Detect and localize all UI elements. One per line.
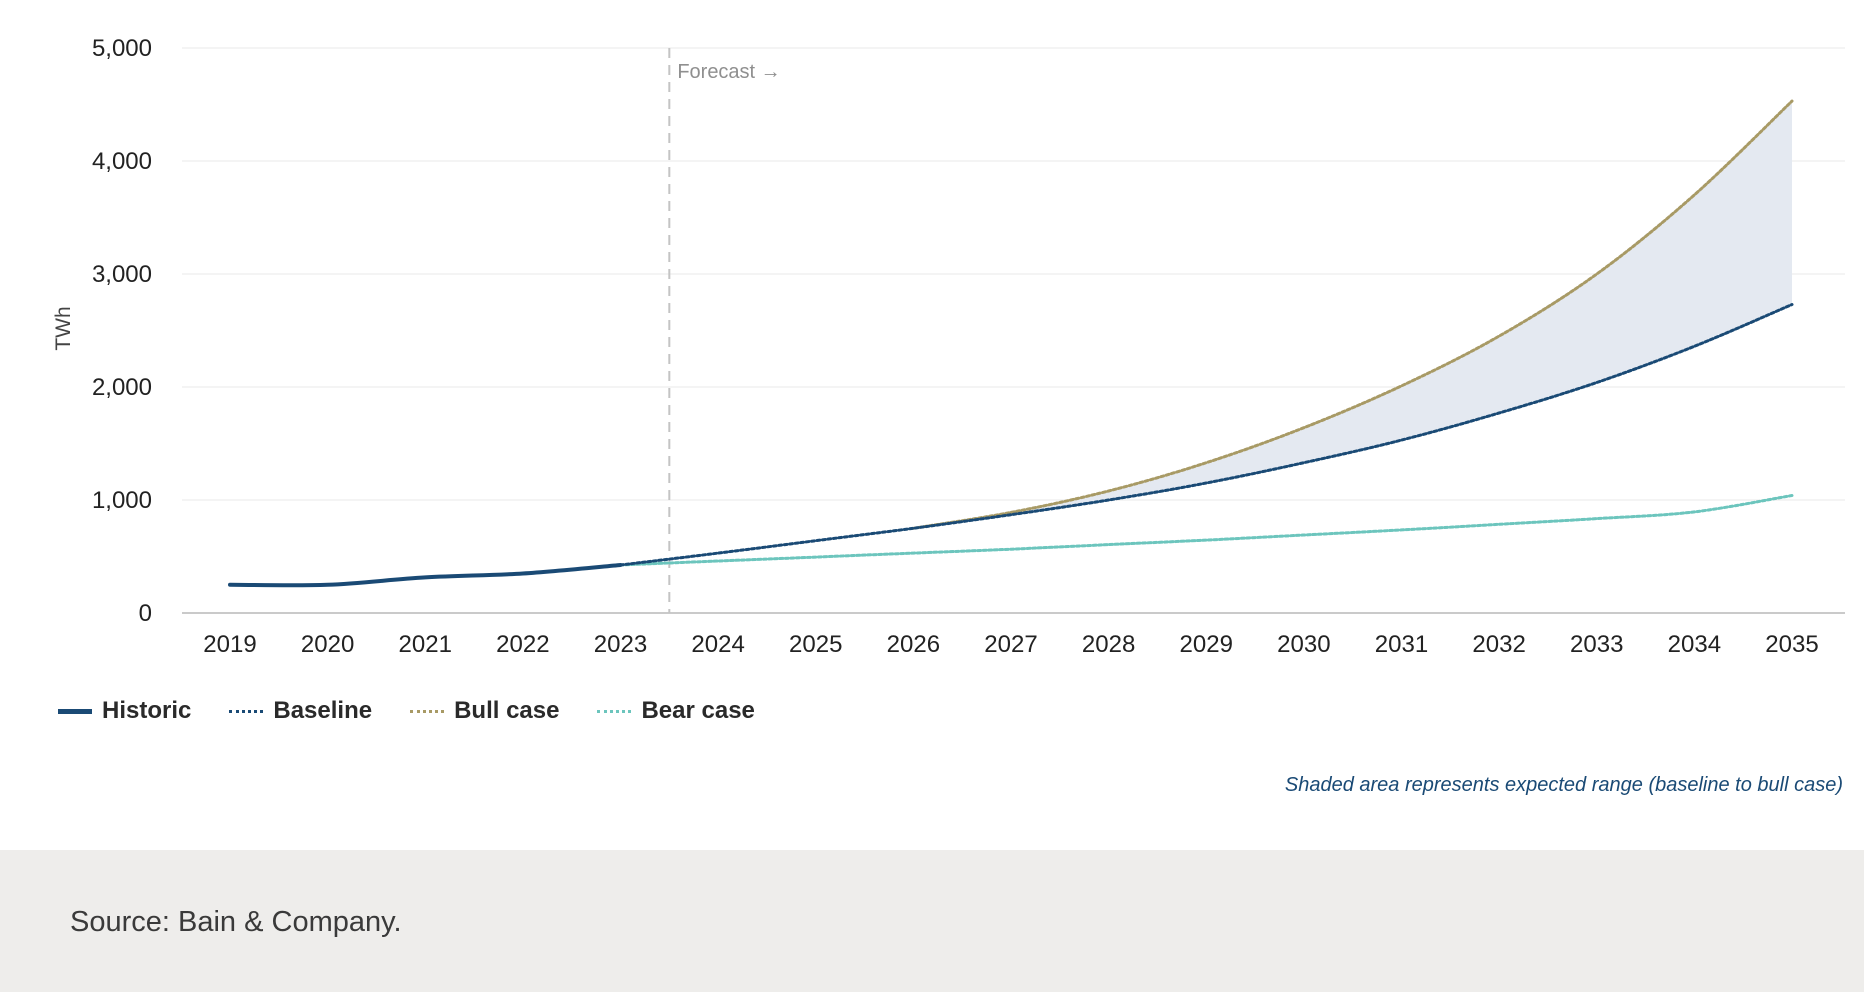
x-tick-label: 2021 <box>399 631 452 658</box>
x-tick-label: 2034 <box>1668 631 1721 658</box>
x-tick-label: 2026 <box>887 631 940 658</box>
legend-label-bear-case: Bear case <box>641 697 755 724</box>
y-tick-label: 1,000 <box>92 487 152 514</box>
shaded-range-area <box>1011 101 1792 515</box>
legend-item-bear-case: Bear case <box>597 697 755 725</box>
x-tick-label: 2028 <box>1082 631 1135 658</box>
legend-item-bull-case: Bull case <box>410 697 559 725</box>
x-tick-label: 2032 <box>1472 631 1525 658</box>
x-tick-label: 2029 <box>1180 631 1233 658</box>
legend: Historic Baseline Bull case Bear case <box>58 697 793 725</box>
legend-label-bull-case: Bull case <box>454 697 560 724</box>
x-tick-label: 2025 <box>789 631 842 658</box>
x-tick-label: 2027 <box>984 631 1037 658</box>
legend-swatch-bull-case <box>410 709 445 713</box>
legend-swatch-baseline <box>229 709 264 713</box>
y-tick-label: 0 <box>139 600 152 627</box>
x-tick-label: 2033 <box>1570 631 1623 658</box>
chart-area: 0 1,000 2,000 3,000 4,000 5,000 2019 2020 2021 20… <box>52 35 1845 796</box>
source-note: Source: Bain & Company. <box>70 906 402 938</box>
x-tick-label: 2020 <box>301 631 354 658</box>
y-tick-label: 2,000 <box>92 374 152 401</box>
x-tick-label: 2035 <box>1765 631 1818 658</box>
legend-swatch-bear-case <box>597 709 632 713</box>
legend-label-historic: Historic <box>102 697 192 724</box>
y-tick-label: 3,000 <box>92 261 152 288</box>
legend-item-historic: Historic <box>58 697 191 725</box>
footer: Source: Bain & Company. <box>0 850 1864 992</box>
series-line-bull-case <box>911 99 1794 530</box>
x-tick-label: 2023 <box>594 631 647 658</box>
x-tick-label: 2031 <box>1375 631 1428 658</box>
y-axis-title: TWh <box>52 306 75 350</box>
shaded-area-note: Shaded area represents expected range (b… <box>1284 774 1843 796</box>
x-tick-label: 2024 <box>691 631 744 658</box>
forecast-label: Forecast → <box>677 61 780 83</box>
line-chart: 0 1,000 2,000 3,000 4,000 5,000 2019 2020 2021 20… <box>52 35 1845 658</box>
series-line-bear-case <box>619 494 1794 567</box>
legend-swatch-historic <box>58 708 92 714</box>
x-tick-label: 2030 <box>1277 631 1330 658</box>
legend-label-baseline: Baseline <box>273 697 373 724</box>
x-tick-label: 2022 <box>496 631 549 658</box>
x-tick-label: 2019 <box>203 631 256 658</box>
y-tick-label: 5,000 <box>92 35 152 62</box>
series-line-baseline <box>619 303 1794 567</box>
series-line-historic <box>228 563 623 588</box>
y-tick-label: 4,000 <box>92 148 152 175</box>
legend-item-baseline: Baseline <box>229 697 372 725</box>
